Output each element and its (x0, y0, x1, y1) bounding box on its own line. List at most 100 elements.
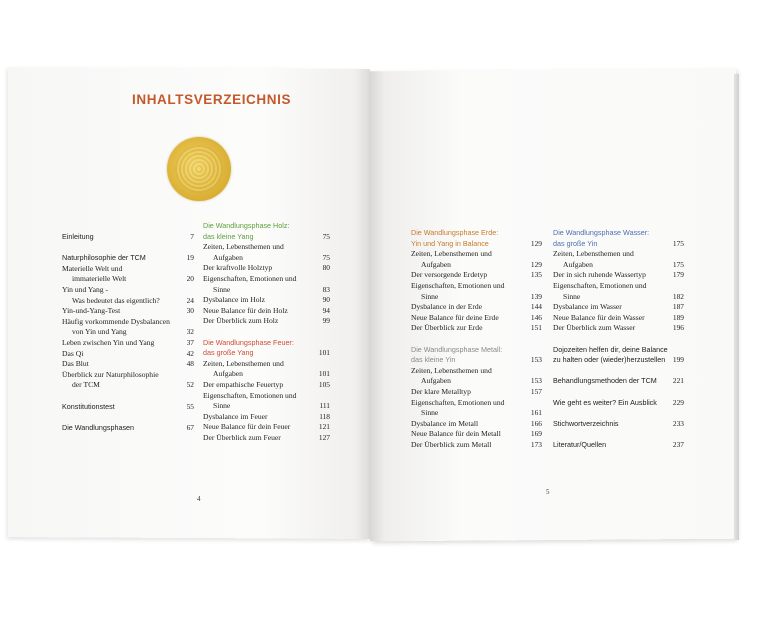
toc-entry: Dysbalance im Holz 90 (203, 295, 330, 306)
toc-entry: Konstitutionstest 55 (62, 402, 194, 413)
toc-page-number: 151 (530, 323, 542, 333)
toc-page-number: 153 (530, 355, 542, 365)
toc-entry: Einleitung 7 (62, 232, 194, 243)
toc-entry: Neue Balance für dein Feuer 121 (203, 422, 330, 433)
toc-entry-title: Was bedeutet das eigentlich? (72, 295, 160, 305)
toc-page-number: 169 (530, 429, 542, 439)
toc-entry: Der Überblick zum Feuer 127 (203, 433, 330, 444)
toc-entry-title: Neue Balance für dein Wasser (553, 312, 645, 322)
toc-page-number: 221 (672, 376, 684, 386)
toc-entry: Dysbalance im Wasser 187 (553, 302, 684, 313)
toc-entry-title: Der empathische Feuertyp (203, 379, 284, 389)
toc-page-number: 101 (318, 348, 330, 358)
page-number-right: 5 (546, 488, 550, 496)
toc-entry-title: Die Wandlungsphase Holz: (203, 221, 290, 230)
toc-entry-title: Neue Balance für dein Metall (411, 429, 501, 439)
toc-entry-title: das große Yin (553, 238, 598, 248)
toc-entry-title: Die Wandlungsphase Metall: (411, 344, 503, 354)
toc-entry: Neue Balance für dein Holz 94 (203, 306, 330, 317)
toc-entry-title: Eigenschaften, Emotionen und (203, 273, 297, 283)
toc-entry: Eigenschaften, Emotionen und Sinne 161 (411, 398, 542, 419)
toc-page-number: 37 (186, 337, 194, 347)
toc-entry-title: Eigenschaften, Emotionen und (411, 280, 505, 290)
toc-page-number: 166 (530, 418, 542, 428)
toc-entry-title: Der Überblick zum Feuer (203, 432, 281, 442)
toc-entry-title: das kleine Yang (203, 231, 254, 241)
toc-entry-title: Aufgaben (213, 252, 243, 262)
toc-page-number: 187 (672, 302, 684, 312)
toc-column-2: Die Wandlungsphase Holz: das kleine Yang 7… (203, 221, 330, 443)
toc-entry: Dysbalance im Feuer 118 (203, 412, 330, 423)
toc-entry-title: Der Überblick zum Wasser (553, 323, 636, 333)
toc-entry-title: Die Wandlungsphase Erde: (411, 228, 499, 237)
toc-entry: Der Überblick zur Erde 151 (411, 323, 542, 334)
toc-entry-title: Der in sich ruhende Wassertyp (553, 270, 646, 280)
toc-entry-title: Zeiten, Lebensthemen und (203, 242, 284, 252)
toc-entry: Der klare Metalltyp 157 (411, 387, 542, 398)
toc-page-number: 175 (672, 259, 684, 269)
toc-page-number: 48 (186, 359, 194, 369)
toc-entry: Eigenschaften, Emotionen und Sinne 83 (203, 274, 330, 295)
toc-entry-title: Zeiten, Lebensthemen und (411, 249, 492, 259)
toc-entry: Naturphilosophie der TCM 19 (62, 253, 194, 264)
toc-page-number: 80 (322, 263, 330, 273)
toc-entry: Die Wandlungsphase Feuer: das große Yang 1… (203, 338, 330, 359)
toc-page-number: 101 (318, 369, 330, 379)
toc-entry: Yin-und-Yang-Test 30 (62, 306, 194, 317)
toc-entry: Die Wandlungsphase Holz: das kleine Yang 7… (203, 221, 330, 242)
toc-entry: Dojozeiten helfen dir, deine Balance zu h… (553, 345, 684, 366)
toc-entry-title: Sinne (213, 401, 231, 411)
toc-entry: Eigenschaften, Emotionen und Sinne 111 (203, 391, 330, 412)
toc-page-number: 135 (530, 270, 542, 280)
toc-page-number: 99 (322, 316, 330, 326)
toc-entry-title: Zeiten, Lebensthemen und (203, 358, 284, 368)
toc-page-number: 233 (672, 418, 684, 428)
toc-entry: Zeiten, Lebensthemen und Aufgaben 101 (203, 359, 330, 380)
toc-entry: Eigenschaften, Emotionen und Sinne 139 (411, 281, 542, 302)
toc-entry-title: immaterielle Welt (72, 274, 127, 284)
toc-entry-title: Dysbalance im Holz (203, 295, 265, 305)
toc-page-number: 129 (530, 238, 542, 248)
toc-entry-title: Das Qi (62, 348, 84, 358)
toc-entry-title: Aufgaben (421, 259, 451, 269)
toc-page-number: 67 (186, 422, 194, 432)
toc-page-number: 75 (322, 231, 330, 241)
toc-entry-title: Zeiten, Lebensthemen und (553, 249, 634, 259)
toc-column-3: Die Wandlungsphase Erde: Yin und Yang in … (411, 228, 542, 450)
toc-entry-title: Die Wandlungsphasen (62, 422, 135, 432)
toc-entry-title: Einleitung (62, 232, 94, 241)
toc-entry-title: Dysbalance im Feuer (203, 411, 268, 421)
toc-page-number: 90 (322, 295, 330, 305)
toc-page-number: 199 (672, 355, 684, 365)
toc-entry: Literatur/Quellen 237 (553, 440, 684, 451)
toc-page-number: 118 (319, 411, 330, 421)
toc-entry-title: Dysbalance im Wasser (553, 302, 622, 312)
toc-entry: Das Qi 42 (62, 349, 194, 360)
toc-page-number: 173 (530, 439, 542, 449)
toc-entry-title: Aufgaben (213, 369, 243, 379)
toc-entry: Zeiten, Lebensthemen und Aufgaben 153 (411, 366, 542, 387)
toc-entry-title: Der Überblick zum Metall (411, 439, 492, 449)
toc-entry: Zeiten, Lebensthemen und Aufgaben 75 (203, 242, 330, 263)
toc-entry-title: Zeiten, Lebensthemen und (411, 365, 492, 375)
toc-page-number: 161 (530, 408, 542, 418)
page-title: INHALTSVERZEICHNIS (132, 92, 292, 107)
toc-entry: Häufig vorkommende Dysbalancen von Yin un… (62, 317, 194, 338)
toc-entry: Das Blut 48 (62, 359, 194, 370)
toc-page-number: 24 (186, 295, 194, 305)
toc-column-1: Einleitung 7 Naturphilosophie der TCM 19 Mat… (62, 232, 194, 433)
toc-entry: Zeiten, Lebensthemen und Aufgaben 175 (553, 249, 684, 270)
toc-page-number: 153 (530, 376, 542, 386)
toc-entry-title: Naturphilosophie der TCM (62, 253, 146, 263)
toc-page-number: 30 (186, 306, 194, 316)
toc-entry-title: Aufgaben (563, 259, 593, 269)
toc-entry-title: zu halten oder (wieder)herzustellen (553, 355, 666, 365)
toc-page-number: 75 (322, 252, 330, 262)
toc-entry-title: Der Überblick zur Erde (411, 323, 483, 333)
toc-entry-title: Dojozeiten helfen dir, deine Balance (553, 344, 668, 354)
toc-entry-title: Die Wandlungsphase Feuer: (203, 337, 294, 347)
toc-entry-title: Der Überblick zum Holz (203, 316, 279, 326)
toc-entry-title: Neue Balance für dein Feuer (203, 422, 291, 432)
toc-page-number: 121 (318, 422, 330, 432)
toc-page-number: 175 (672, 238, 684, 248)
